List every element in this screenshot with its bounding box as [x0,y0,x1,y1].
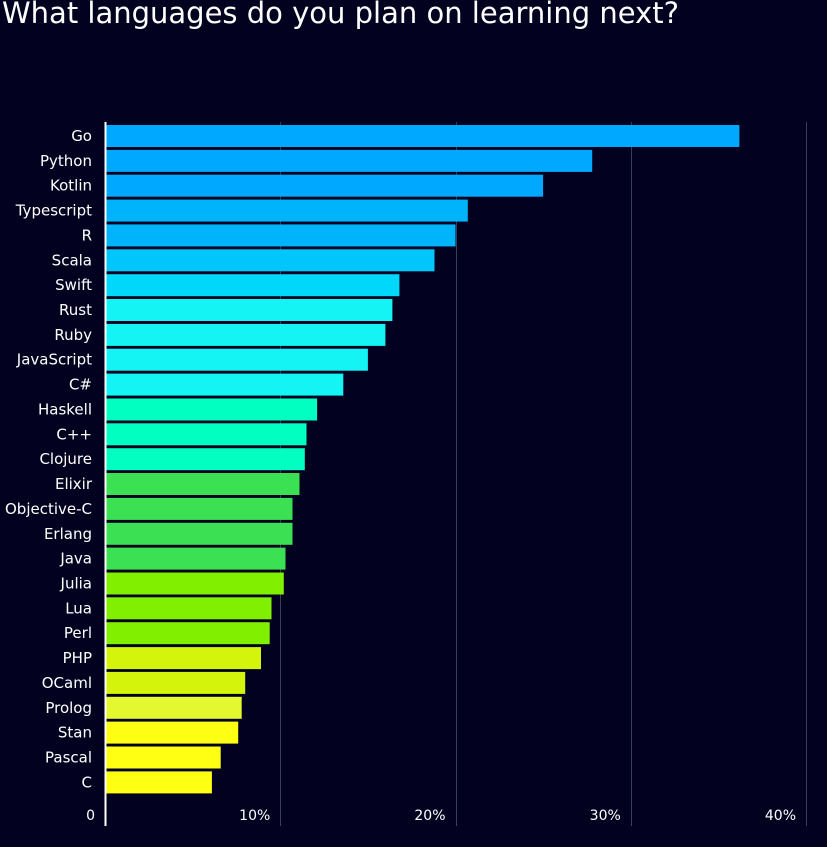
category-label: Java [59,550,92,568]
bar-c [106,423,307,446]
category-label: Haskell [38,401,92,419]
bar-ruby [106,323,386,346]
x-tick-label: 0 [86,808,95,824]
category-label: Swift [55,276,92,294]
category-label: Ruby [54,326,92,344]
category-label: OCaml [42,674,92,692]
bar-swift [106,274,400,297]
category-label: C [82,773,92,791]
chart-title: What languages do you plan on learning n… [2,0,679,30]
bar-perl [106,622,270,645]
bar-go [106,125,740,147]
category-label: Go [71,127,92,145]
category-label: Elixir [55,475,93,493]
category-label: Stan [58,724,92,742]
category-label: Python [40,152,92,170]
bar-objective-c [106,497,293,520]
bar-php [106,647,261,670]
bar-clojure [106,448,305,471]
category-label: Lua [65,599,92,617]
bar-ocaml [106,671,246,694]
bar-prolog [106,696,242,719]
category-label: Erlang [44,525,92,543]
x-tick-label: 20% [414,808,445,824]
category-label: PHP [63,649,92,667]
bar-r [106,224,456,247]
bar-kotlin [106,174,544,197]
bar-lua [106,597,272,620]
category-label: C# [69,376,92,394]
category-label: Objective-C [5,500,92,518]
category-label: JavaScript [16,351,92,369]
category-label: R [82,226,92,244]
bar-stan [106,721,239,744]
category-label: Pascal [45,749,92,767]
x-tick-label: 30% [590,808,621,824]
bar-rust [106,299,393,321]
bar-elixir [106,473,300,495]
category-label: Clojure [39,450,92,468]
category-label: C++ [56,425,92,443]
bar-erlang [106,522,293,545]
bar-typescript [106,199,468,222]
x-tick-label: 10% [239,808,270,824]
category-label: Perl [64,624,92,642]
bar-c [106,373,344,396]
category-label: Rust [59,301,92,319]
category-label: Kotlin [50,177,92,195]
x-tick-labels: 0 10% 20% 30% 40% [86,808,796,824]
bar-c [106,771,212,794]
bar-julia [106,572,284,595]
bar-pascal [106,746,221,769]
bar-javascript [106,348,368,371]
category-label: Julia [60,575,92,593]
bar-python [106,149,593,172]
bars [106,125,740,794]
bar-haskell [106,398,318,421]
bar-scala [106,249,435,272]
x-tick-label: 40% [765,808,796,824]
bar-java [106,547,286,570]
category-labels: Go Python Kotlin Typescript R Scala Swift Rust R… [5,127,93,791]
category-label: Prolog [45,699,92,717]
category-label: Typescript [15,202,92,220]
category-label: Scala [52,251,92,269]
